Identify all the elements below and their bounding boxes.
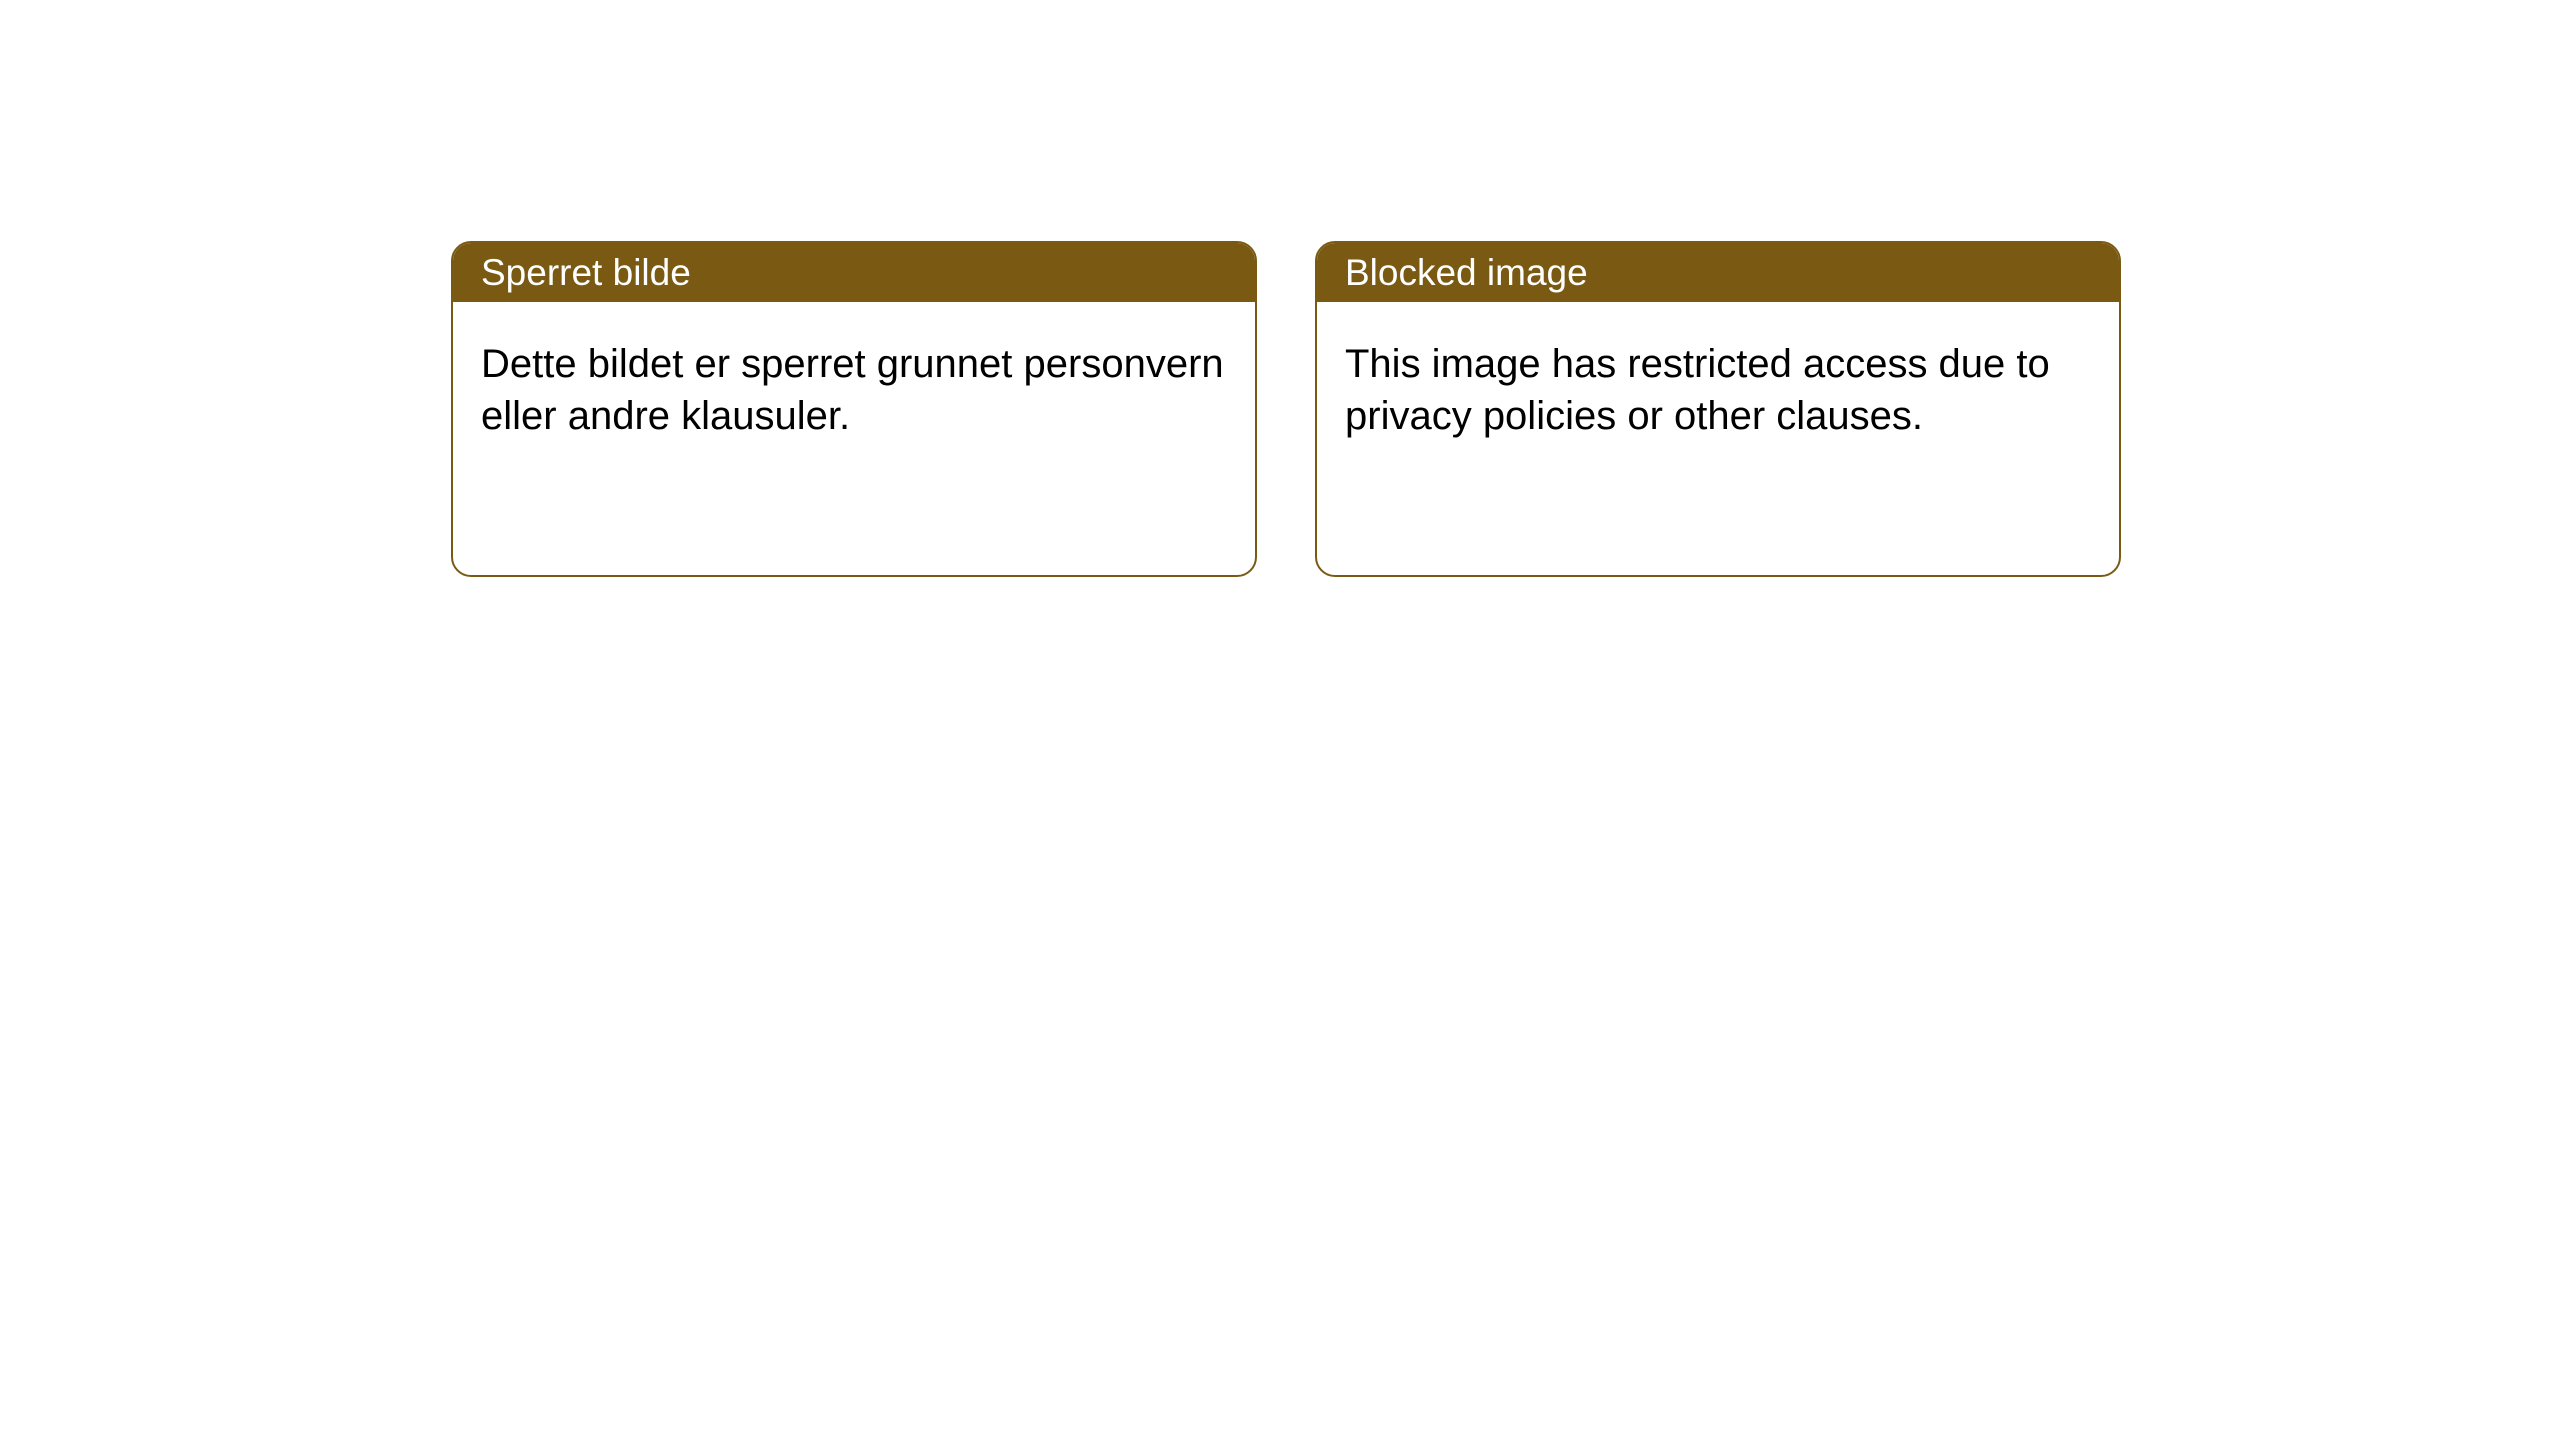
- notice-card-norwegian: Sperret bilde Dette bildet er sperret gr…: [451, 241, 1257, 577]
- notice-header: Sperret bilde: [453, 243, 1255, 302]
- notice-body: Dette bildet er sperret grunnet personve…: [453, 302, 1255, 478]
- notice-body-text: Dette bildet er sperret grunnet personve…: [481, 342, 1224, 438]
- notice-card-english: Blocked image This image has restricted …: [1315, 241, 2121, 577]
- notice-body-text: This image has restricted access due to …: [1345, 342, 2050, 438]
- notice-container: Sperret bilde Dette bildet er sperret gr…: [451, 241, 2121, 577]
- notice-title: Blocked image: [1345, 252, 1588, 294]
- notice-title: Sperret bilde: [481, 252, 691, 294]
- notice-body: This image has restricted access due to …: [1317, 302, 2119, 478]
- notice-header: Blocked image: [1317, 243, 2119, 302]
